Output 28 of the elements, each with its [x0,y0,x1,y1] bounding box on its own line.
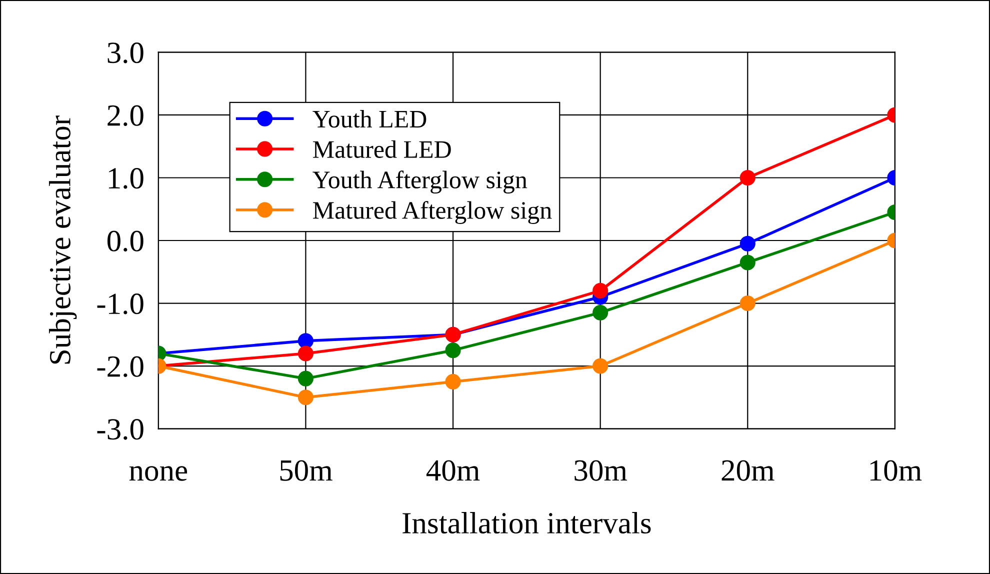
point [592,304,608,320]
y-tick-label: 0.0 [107,230,144,252]
point [298,346,314,362]
y-tick-label: 3.0 [108,42,144,64]
point [592,282,608,298]
x-tick-label: 10m [870,460,922,481]
y-tick-label: -3.0 [97,419,144,440]
y-tick-label: -2.0 [97,356,144,378]
point [445,374,461,390]
y-tick-label: 2.0 [108,105,144,126]
x-tick-label: 40m [426,460,480,481]
x-axis-title: Installation intervals [402,512,651,534]
x-tick-label: 50m [280,460,332,481]
legend-label: Matured Afterglow sign [313,201,552,224]
x-tick-label: none [129,466,188,481]
y-axis-title: Subjective evaluator [48,116,77,364]
point [298,370,314,386]
y-tick-label: -1.0 [97,294,144,314]
point [445,342,461,358]
legend-label: Matured LED [313,140,451,158]
x-tick-label: 20m [722,460,774,481]
legend-label: Youth Afterglow sign [312,170,528,194]
x-tick-label: 30m [574,460,628,481]
legend-label: Youth LED [312,110,426,128]
point [592,358,608,374]
point [298,390,314,406]
point [298,333,314,349]
y-tick-label: 1.0 [109,168,144,189]
